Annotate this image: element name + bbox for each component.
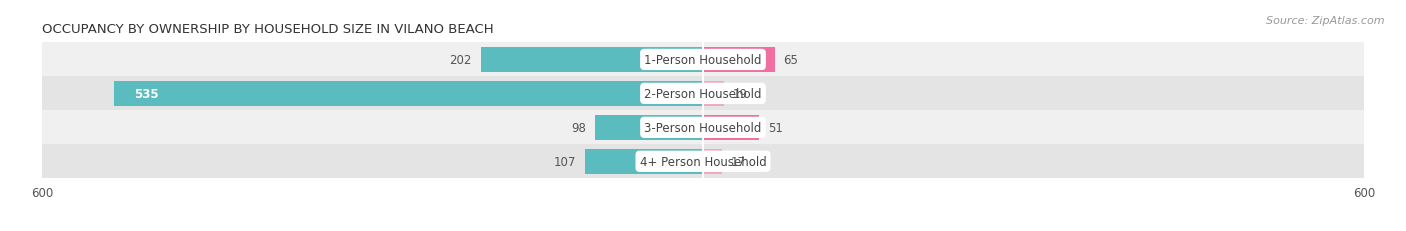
Bar	[703, 116, 759, 140]
Text: 107: 107	[554, 155, 576, 168]
Bar	[42, 43, 1364, 77]
Bar	[585, 149, 703, 174]
Text: OCCUPANCY BY OWNERSHIP BY HOUSEHOLD SIZE IN VILANO BEACH: OCCUPANCY BY OWNERSHIP BY HOUSEHOLD SIZE…	[42, 23, 494, 36]
Text: 202: 202	[450, 54, 471, 67]
Bar	[703, 82, 724, 106]
Text: 3-Person Household: 3-Person Household	[644, 121, 762, 134]
Text: 51: 51	[768, 121, 783, 134]
Bar	[42, 111, 1364, 145]
Text: 19: 19	[733, 88, 748, 100]
Bar	[703, 48, 775, 72]
Text: Source: ZipAtlas.com: Source: ZipAtlas.com	[1267, 16, 1385, 26]
Text: 4+ Person Household: 4+ Person Household	[640, 155, 766, 168]
Bar	[42, 77, 1364, 111]
Text: 535: 535	[134, 88, 159, 100]
Text: 17: 17	[731, 155, 745, 168]
Bar	[42, 145, 1364, 179]
Bar	[703, 149, 721, 174]
Bar	[481, 48, 703, 72]
Text: 2-Person Household: 2-Person Household	[644, 88, 762, 100]
Bar	[114, 82, 703, 106]
Bar	[595, 116, 703, 140]
Text: 65: 65	[783, 54, 799, 67]
Text: 98: 98	[571, 121, 586, 134]
Text: 1-Person Household: 1-Person Household	[644, 54, 762, 67]
